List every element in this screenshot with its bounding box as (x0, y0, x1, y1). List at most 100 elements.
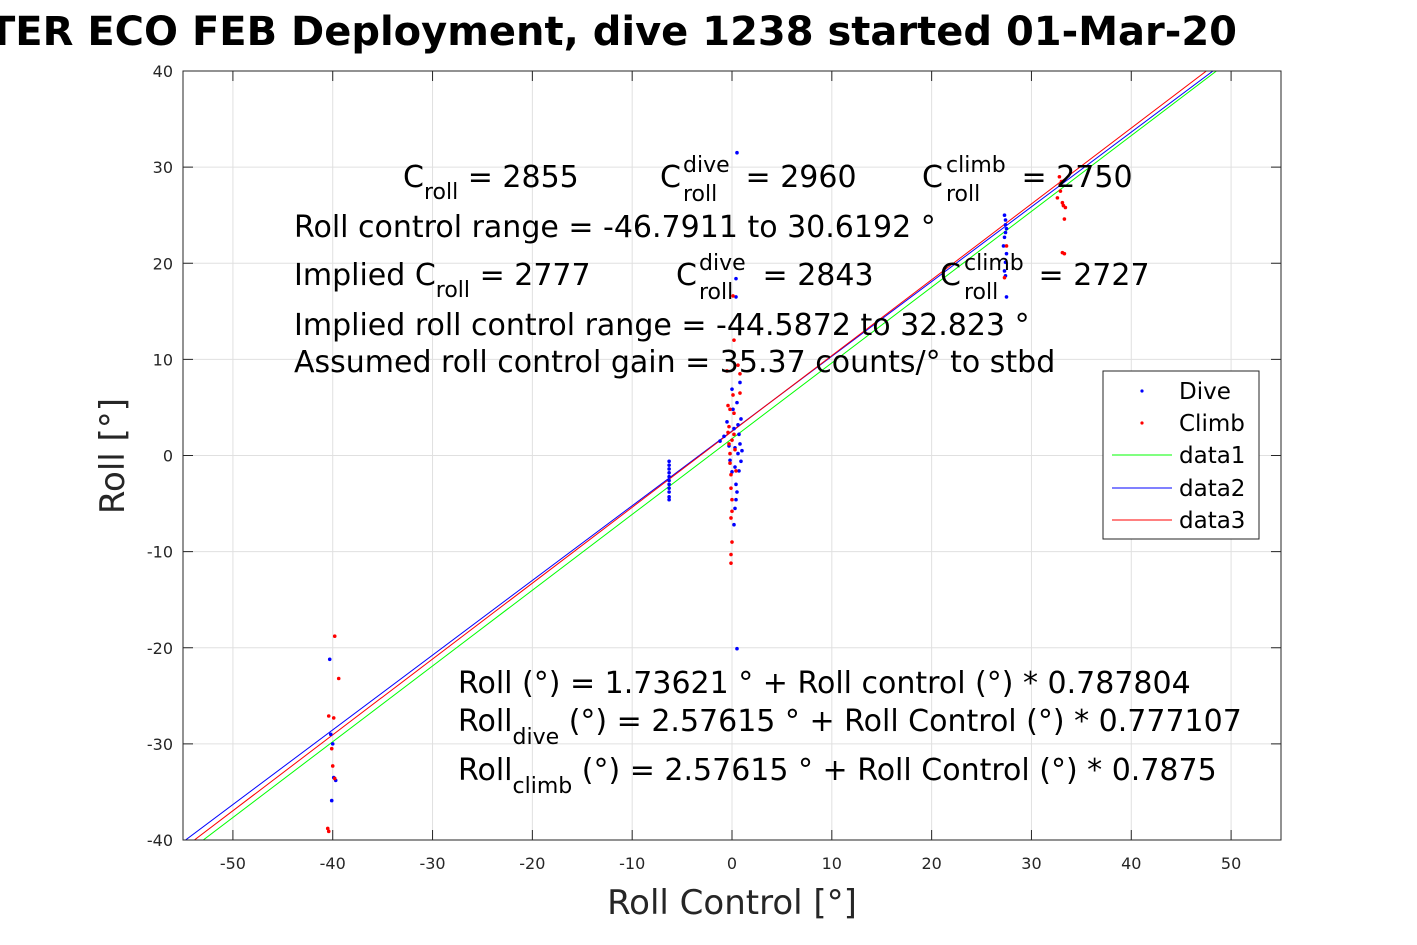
annotation-fit-climb: Rollclimb (°) = 2.57615 ° + Roll Control… (458, 753, 1217, 799)
legend: Dive Climb data1 data2 data3 (1102, 370, 1260, 540)
point-climb (326, 714, 331, 718)
point-dive (731, 407, 735, 412)
point-dive (667, 467, 671, 471)
point-dive (1003, 218, 1008, 222)
x-axis-ticks: -50 -40 -30 -20 -10 0 10 20 30 40 50 (220, 71, 1241, 873)
point-dive (735, 490, 739, 494)
legend-marker-climb (1140, 421, 1144, 425)
point-climb (732, 411, 736, 416)
annotation-implied-c-roll-dive: Cdive roll = 2843 (676, 251, 874, 305)
point-dive (735, 150, 739, 155)
point-climb (736, 363, 740, 367)
point-dive (732, 426, 736, 431)
y-tick-label: 40 (153, 62, 173, 81)
point-climb (727, 424, 731, 429)
x-tick-label: -30 (419, 854, 445, 873)
point-dive (667, 474, 671, 479)
point-dive (736, 422, 740, 427)
annotation-c-roll-dive: Cdive roll = 2960 (660, 153, 857, 207)
point-climb (729, 552, 733, 557)
y-axis-label: Roll [°] (93, 398, 133, 514)
point-dive (667, 459, 671, 464)
point-dive (722, 434, 726, 439)
point-climb (738, 391, 742, 395)
point-climb (326, 829, 331, 834)
x-tick-label: 10 (822, 854, 842, 873)
point-climb (330, 764, 335, 768)
point-dive (1003, 260, 1008, 265)
point-dive (740, 448, 744, 453)
point-climb (728, 451, 732, 456)
point-dive (667, 471, 671, 475)
point-dive (1001, 244, 1006, 248)
chart-title: TER ECO FEB Deployment, dive 1238 starte… (0, 9, 1237, 55)
point-climb (726, 403, 730, 408)
point-dive (1003, 230, 1008, 235)
point-climb (729, 516, 733, 520)
point-climb (730, 438, 734, 442)
legend-label-data1: data1 (1179, 443, 1245, 469)
y-tick-label: 0 (163, 447, 173, 466)
point-dive (738, 380, 742, 385)
y-tick-label: 10 (153, 350, 173, 369)
point-dive (667, 490, 671, 494)
point-climb (732, 338, 736, 342)
x-tick-label: 40 (1121, 854, 1141, 873)
point-dive (739, 417, 743, 421)
point-dive (667, 495, 671, 499)
annotation-fit-dive: Rolldive (°) = 2.57615 ° + Roll Control … (458, 704, 1242, 750)
x-tick-label: 20 (921, 854, 941, 873)
scatter-points (325, 150, 1068, 834)
point-dive (728, 458, 732, 463)
point-dive (1002, 235, 1007, 240)
x-tick-label: -40 (320, 854, 346, 873)
point-dive (737, 432, 741, 437)
point-climb (332, 634, 337, 639)
point-climb (1062, 217, 1067, 221)
x-tick-label: 30 (1021, 854, 1041, 873)
legend-label-dive: Dive (1179, 379, 1231, 405)
point-climb (727, 442, 731, 446)
point-dive (667, 497, 671, 502)
point-dive (725, 420, 729, 424)
point-climb (1059, 179, 1064, 184)
y-tick-label: -10 (147, 543, 173, 562)
point-climb (1002, 275, 1007, 280)
legend-label-data2: data2 (1179, 476, 1245, 502)
point-climb (1055, 196, 1060, 200)
point-dive (1004, 226, 1009, 231)
point-climb (734, 469, 738, 473)
point-climb (729, 561, 733, 565)
y-tick-label: -40 (147, 831, 173, 850)
point-dive (328, 732, 333, 737)
point-climb (738, 371, 742, 376)
point-climb (1062, 251, 1067, 256)
legend-marker-dive (1140, 389, 1144, 393)
point-dive (1003, 223, 1008, 227)
point-dive (734, 295, 738, 299)
point-climb (1057, 174, 1062, 179)
point-dive (733, 506, 737, 511)
point-climb (336, 676, 341, 681)
y-tick-label: -30 (147, 735, 173, 754)
point-dive (667, 463, 671, 467)
point-climb (329, 746, 334, 751)
point-climb (331, 716, 336, 720)
point-dive (737, 469, 741, 473)
point-climb (729, 486, 733, 490)
point-dive (667, 486, 671, 490)
point-climb (732, 432, 736, 437)
point-dive (735, 400, 739, 405)
point-dive (732, 522, 736, 527)
point-climb (730, 509, 734, 514)
point-dive (734, 482, 738, 487)
point-dive (718, 439, 722, 443)
point-climb (729, 472, 733, 477)
point-climb (332, 776, 337, 781)
point-dive (327, 657, 332, 662)
point-climb (1063, 205, 1068, 210)
y-tick-label: 30 (153, 158, 173, 177)
